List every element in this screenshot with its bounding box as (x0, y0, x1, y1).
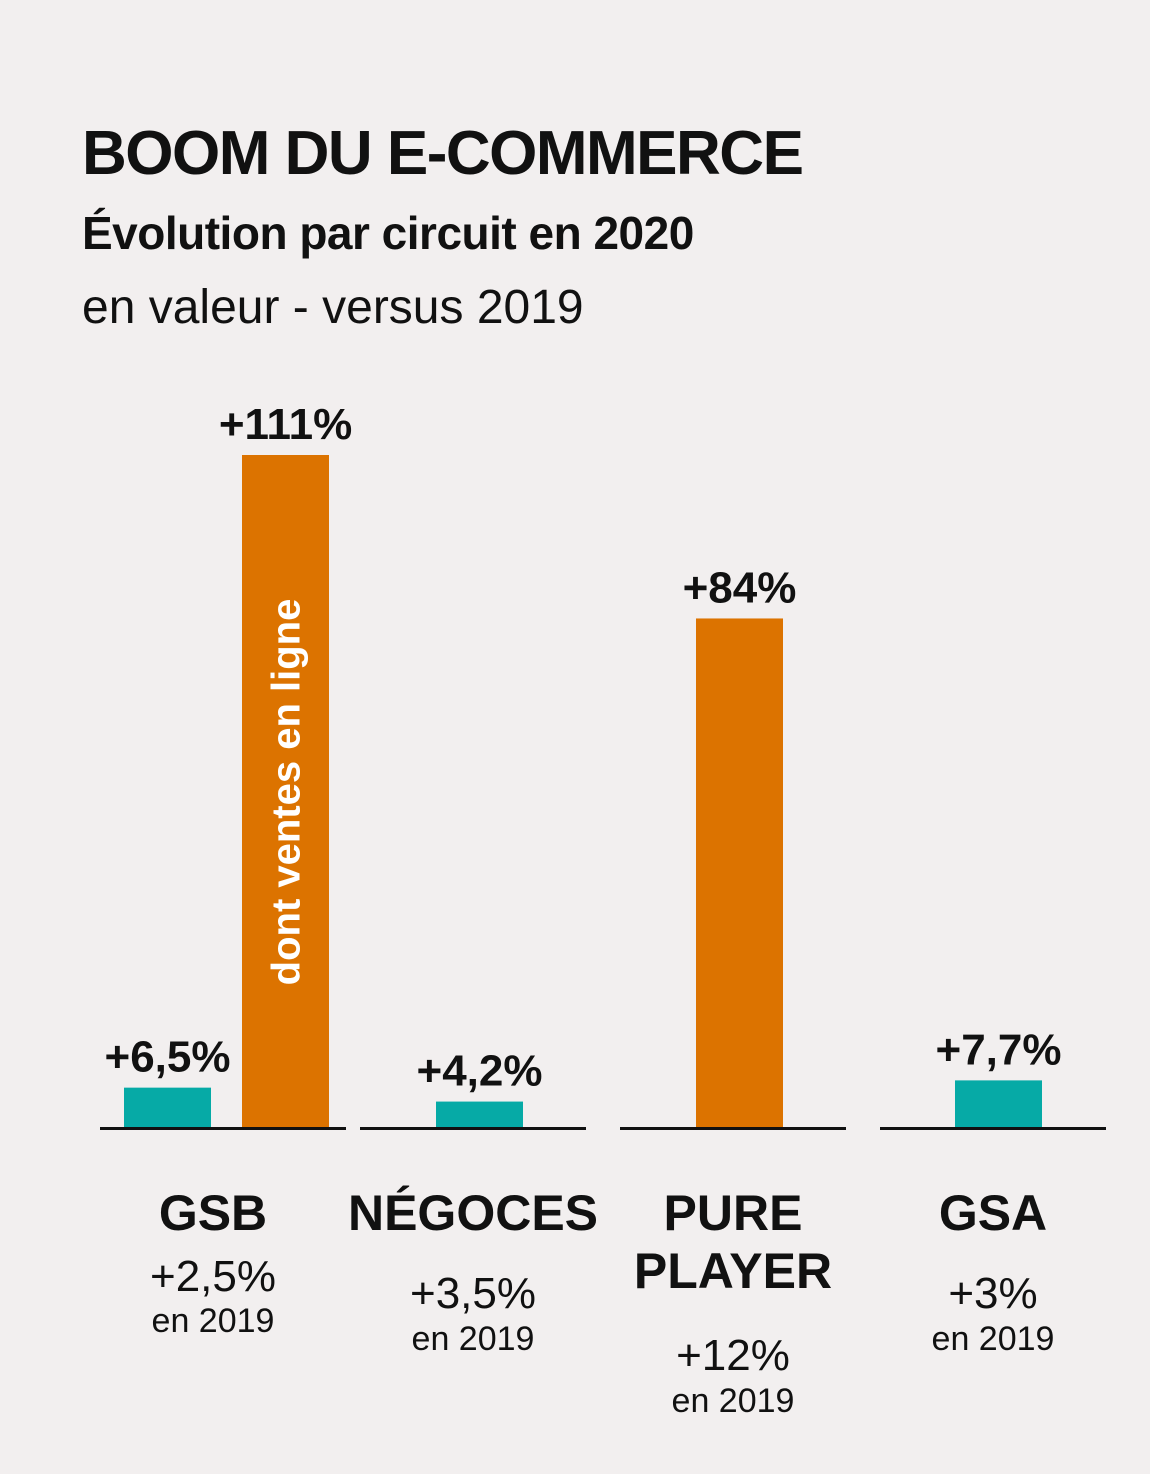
data-label-total-negoces: +4,2% (417, 1047, 543, 1096)
data-label-total-gsa: +7,7% (936, 1025, 1062, 1074)
category-label-negoces: NÉGOCES (347, 1185, 599, 1241)
category-label-pure-player-line1: PURE (663, 1185, 803, 1241)
data-label-online-gsb: +111% (219, 400, 352, 449)
chart-subtitle-secondary: en valeur - versus 2019 (82, 281, 584, 334)
yoy-caption-gsa: en 2019 (931, 1320, 1055, 1358)
bar-total-gsb (124, 1087, 211, 1127)
yoy-value-gsa: +3% (948, 1269, 1038, 1318)
chart-subtitle: Évolution par circuit en 2020 (82, 207, 694, 259)
data-label-online-pure-player: +84% (683, 563, 797, 612)
yoy-value-gsb: +2,5% (150, 1252, 276, 1301)
chart-title: BOOM DU E-COMMERCE (82, 119, 804, 188)
category-label-gsa: GSA (938, 1185, 1048, 1241)
yoy-caption-negoces: en 2019 (411, 1320, 535, 1358)
bar-total-negoces (436, 1101, 523, 1127)
category-label-pure-player-line2: PLAYER (633, 1243, 833, 1299)
category-label-pure-player: PURE PLAYER (603, 1184, 863, 1300)
data-label-total-gsb: +6,5% (105, 1033, 231, 1082)
yoy-caption-gsb: en 2019 (151, 1302, 275, 1340)
bar-total-gsa (955, 1080, 1042, 1127)
bar-online-gsb (242, 455, 329, 1127)
yoy-value-pure-player: +12% (676, 1331, 790, 1380)
category-label-gsb: GSB (158, 1185, 268, 1241)
bar-online-pure-player (696, 618, 783, 1127)
yoy-value-negoces: +3,5% (410, 1269, 536, 1318)
yoy-caption-pure-player: en 2019 (671, 1382, 795, 1420)
bar-annotation-online: dont ventes en ligne (265, 599, 309, 986)
